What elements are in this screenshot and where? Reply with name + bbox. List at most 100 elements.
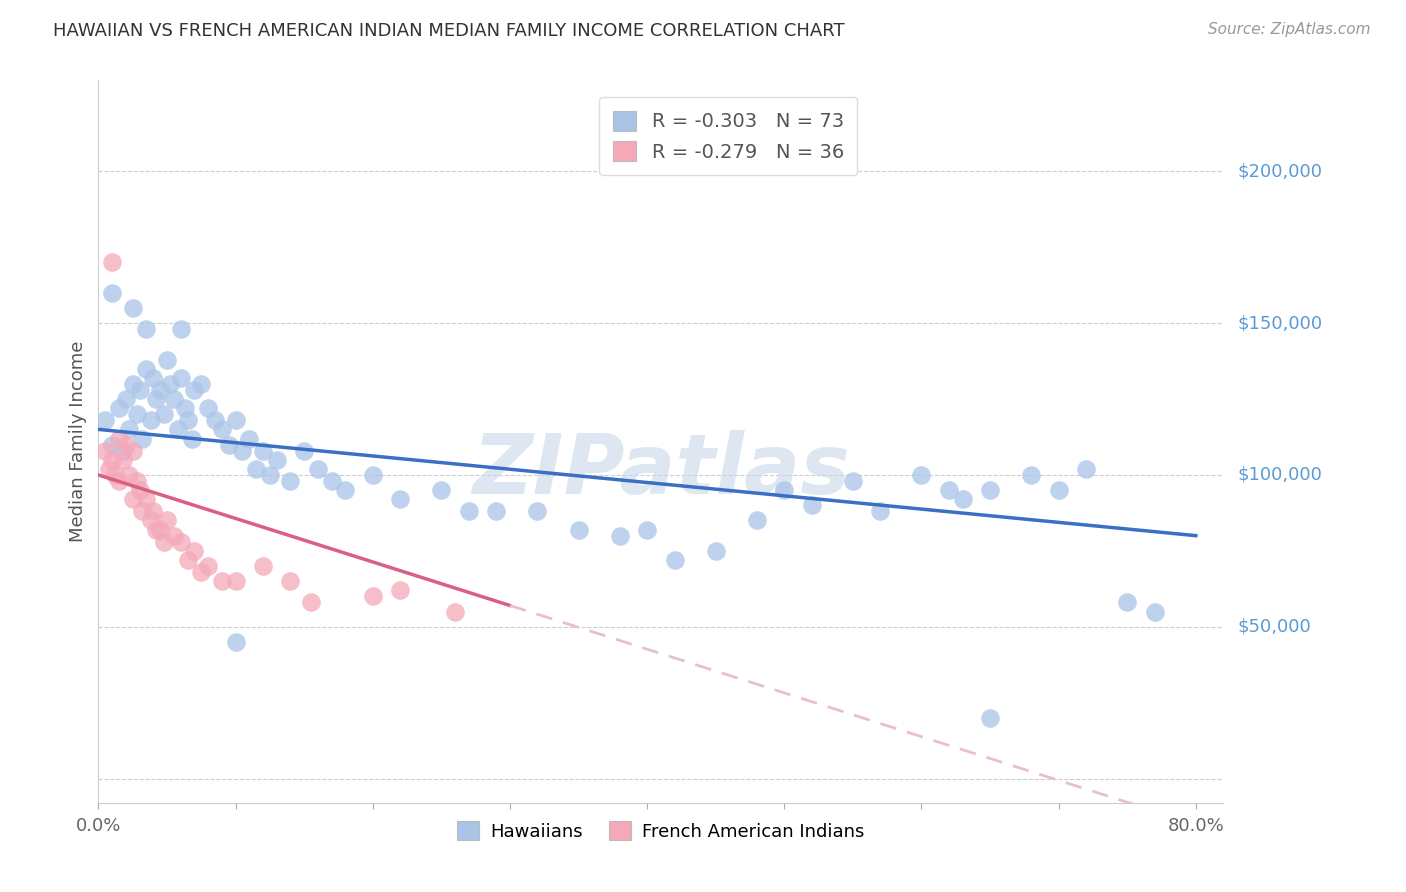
Point bbox=[609, 529, 631, 543]
Point bbox=[108, 474, 131, 488]
Text: $200,000: $200,000 bbox=[1237, 162, 1322, 180]
Point bbox=[108, 432, 131, 446]
Point bbox=[979, 483, 1001, 497]
Point bbox=[149, 383, 172, 397]
Point bbox=[1116, 595, 1139, 609]
Point bbox=[361, 590, 384, 604]
Point bbox=[115, 437, 138, 451]
Point bbox=[104, 467, 127, 482]
Point bbox=[163, 392, 186, 406]
Point bbox=[389, 492, 412, 507]
Text: $150,000: $150,000 bbox=[1237, 314, 1322, 332]
Legend: Hawaiians, French American Indians: Hawaiians, French American Indians bbox=[450, 814, 872, 848]
Point bbox=[280, 474, 302, 488]
Point bbox=[145, 523, 167, 537]
Point bbox=[121, 443, 143, 458]
Point bbox=[444, 605, 467, 619]
Point bbox=[225, 635, 247, 649]
Point bbox=[1047, 483, 1070, 497]
Point bbox=[335, 483, 357, 497]
Point bbox=[938, 483, 960, 497]
Point bbox=[135, 361, 157, 376]
Point bbox=[128, 483, 150, 497]
Point bbox=[952, 492, 974, 507]
Point bbox=[636, 523, 658, 537]
Point bbox=[204, 413, 226, 427]
Point bbox=[252, 443, 274, 458]
Point bbox=[225, 574, 247, 589]
Point bbox=[430, 483, 453, 497]
Point bbox=[170, 371, 193, 385]
Point bbox=[197, 401, 219, 416]
Point bbox=[139, 513, 162, 527]
Point bbox=[125, 407, 148, 421]
Point bbox=[361, 467, 384, 482]
Point bbox=[183, 383, 205, 397]
Point bbox=[910, 467, 932, 482]
Point bbox=[190, 565, 212, 579]
Point bbox=[842, 474, 865, 488]
Point bbox=[117, 467, 139, 482]
Text: Source: ZipAtlas.com: Source: ZipAtlas.com bbox=[1208, 22, 1371, 37]
Point bbox=[94, 443, 117, 458]
Point bbox=[101, 452, 124, 467]
Point bbox=[773, 483, 796, 497]
Point bbox=[197, 559, 219, 574]
Point bbox=[167, 422, 190, 436]
Point bbox=[125, 474, 148, 488]
Point bbox=[142, 504, 165, 518]
Text: ZIPatlas: ZIPatlas bbox=[472, 430, 849, 511]
Point bbox=[218, 437, 240, 451]
Point bbox=[131, 504, 153, 518]
Point bbox=[1019, 467, 1042, 482]
Point bbox=[98, 462, 121, 476]
Point bbox=[190, 376, 212, 391]
Point bbox=[145, 392, 167, 406]
Point bbox=[238, 432, 260, 446]
Point bbox=[121, 376, 143, 391]
Point bbox=[115, 392, 138, 406]
Point bbox=[307, 462, 329, 476]
Point bbox=[173, 401, 195, 416]
Point bbox=[121, 492, 143, 507]
Point bbox=[389, 583, 412, 598]
Y-axis label: Median Family Income: Median Family Income bbox=[69, 341, 87, 542]
Point bbox=[176, 413, 198, 427]
Point bbox=[664, 553, 686, 567]
Point bbox=[299, 595, 322, 609]
Point bbox=[211, 574, 233, 589]
Point bbox=[526, 504, 548, 518]
Point bbox=[149, 523, 172, 537]
Point bbox=[180, 432, 202, 446]
Point bbox=[266, 452, 288, 467]
Point bbox=[101, 285, 124, 300]
Point bbox=[259, 467, 281, 482]
Point bbox=[869, 504, 891, 518]
Point bbox=[170, 534, 193, 549]
Point bbox=[280, 574, 302, 589]
Point bbox=[153, 534, 176, 549]
Point bbox=[112, 452, 135, 467]
Point bbox=[112, 443, 135, 458]
Point bbox=[292, 443, 315, 458]
Point bbox=[225, 413, 247, 427]
Point bbox=[128, 383, 150, 397]
Point bbox=[567, 523, 589, 537]
Point bbox=[94, 413, 117, 427]
Point bbox=[183, 544, 205, 558]
Point bbox=[1074, 462, 1097, 476]
Point bbox=[979, 711, 1001, 725]
Point bbox=[704, 544, 727, 558]
Point bbox=[101, 255, 124, 269]
Point bbox=[101, 437, 124, 451]
Text: $100,000: $100,000 bbox=[1237, 466, 1322, 484]
Point bbox=[139, 413, 162, 427]
Point bbox=[231, 443, 253, 458]
Point bbox=[135, 322, 157, 336]
Point bbox=[1143, 605, 1166, 619]
Point bbox=[170, 322, 193, 336]
Point bbox=[163, 529, 186, 543]
Point bbox=[131, 432, 153, 446]
Text: HAWAIIAN VS FRENCH AMERICAN INDIAN MEDIAN FAMILY INCOME CORRELATION CHART: HAWAIIAN VS FRENCH AMERICAN INDIAN MEDIA… bbox=[53, 22, 845, 40]
Point bbox=[156, 513, 179, 527]
